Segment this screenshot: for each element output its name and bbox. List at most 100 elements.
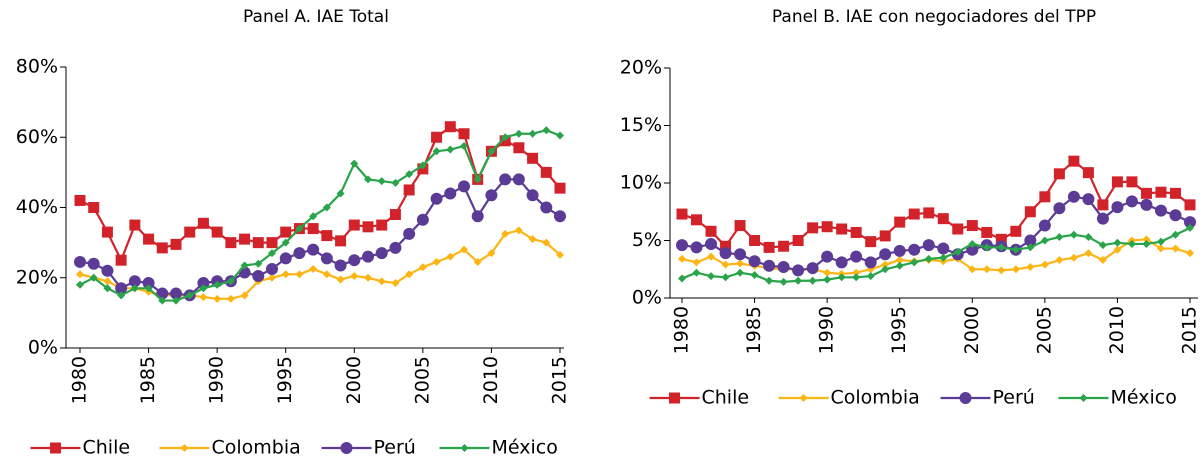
marker [240,291,249,300]
marker [1111,201,1124,214]
marker [377,177,386,186]
marker [211,226,223,238]
legend-marker [1079,394,1088,402]
marker [527,152,539,164]
x-tick-label: 1980 [671,306,693,354]
marker [707,252,716,261]
marker [460,142,468,151]
marker [501,133,510,142]
marker [895,256,904,265]
marker [473,257,482,266]
marker [908,243,921,256]
marker [431,131,443,143]
legend-label: Chile [702,387,750,409]
legend-marker [799,394,808,402]
marker [362,221,374,233]
marker [908,208,920,220]
marker [528,235,537,244]
marker [736,259,745,268]
marker [268,249,276,258]
marker [1113,238,1122,247]
marker [76,270,84,279]
marker [821,250,834,263]
x-tick-label: 1990 [206,356,228,404]
marker [1082,167,1094,179]
marker [512,173,525,186]
marker [1098,241,1107,250]
marker [389,209,401,221]
marker [923,207,935,219]
marker [852,268,861,277]
marker [142,277,155,290]
marker [953,248,962,256]
marker [322,203,331,212]
marker [444,187,457,200]
x-tick-label: 1980 [69,356,91,404]
y-tick-label: 20% [620,57,662,79]
marker [1140,198,1153,211]
marker [350,159,359,168]
marker [736,268,745,277]
marker [556,131,564,140]
y-tick-label: 80% [16,56,58,78]
marker [336,189,345,198]
marker [266,262,278,275]
series [678,223,1194,286]
marker [405,270,414,279]
marker [280,226,292,238]
marker [391,178,400,187]
marker [348,254,361,267]
marker [1126,176,1138,188]
legend-marker [180,444,189,452]
marker [763,241,775,253]
marker [895,261,904,270]
marker [1184,199,1196,211]
marker [1171,230,1180,239]
legend-label: Chile [83,437,131,459]
marker [103,284,112,293]
x-tick-label: 1995 [888,306,910,354]
y-tick-label: 60% [16,126,58,148]
y-tick-label: 20% [16,266,58,288]
marker [1069,253,1078,262]
marker [540,201,553,214]
marker [765,276,774,285]
marker [823,275,832,284]
marker [473,175,482,184]
marker [76,280,84,289]
marker [937,213,949,225]
marker [778,240,790,252]
marker [1084,249,1093,258]
y-tick-label: 5% [632,229,662,251]
marker [513,142,525,154]
marker [240,261,249,270]
marker [281,270,290,279]
marker [156,242,168,254]
x-tick-label: 2005 [411,356,433,404]
marker [678,254,686,263]
y-tick-label: 0% [632,287,662,309]
marker [719,247,732,260]
marker [806,262,819,275]
marker [852,273,861,282]
marker [295,270,304,279]
marker [432,257,441,266]
marker [1169,209,1182,222]
marker [197,217,209,229]
line [79,129,561,302]
marker [362,250,374,263]
marker [721,260,730,269]
marker [143,233,155,245]
marker [128,275,141,288]
marker [499,173,512,186]
marker [995,233,1007,245]
marker [721,273,730,282]
marker [922,239,935,252]
marker [88,202,100,213]
marker [103,277,112,286]
marker [348,219,360,231]
marker [501,229,510,238]
marker [405,170,414,179]
marker [528,129,537,138]
marker [952,223,964,235]
